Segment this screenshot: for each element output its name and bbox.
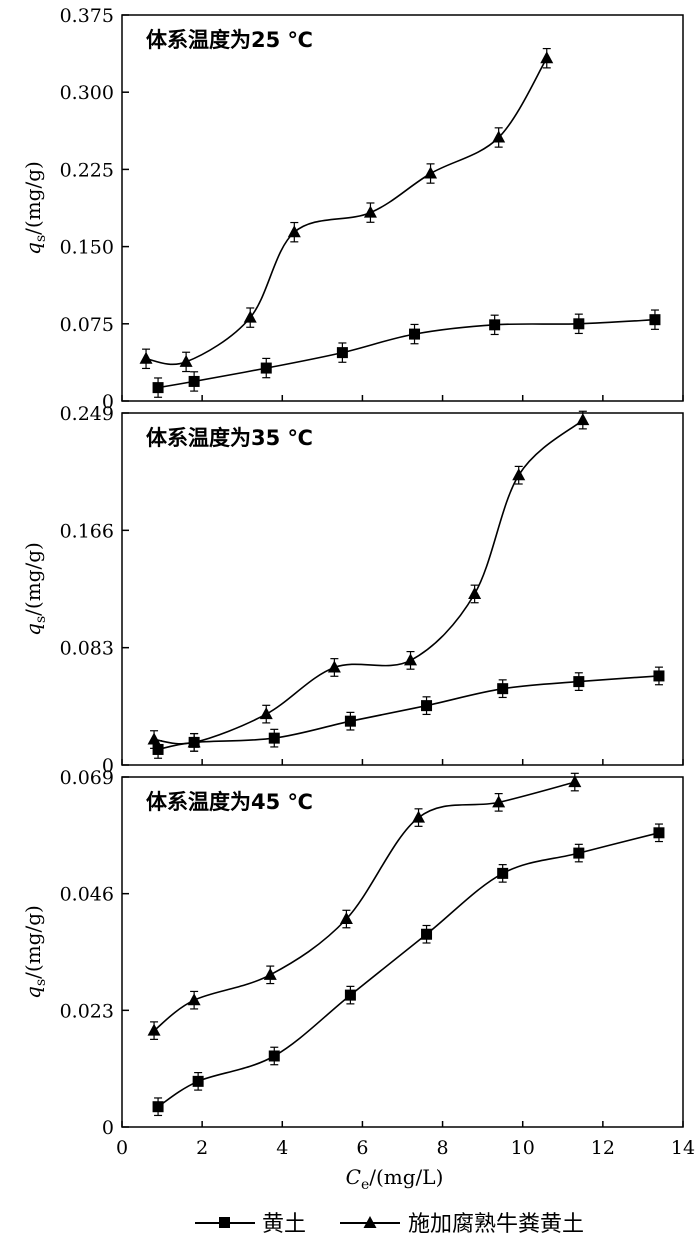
legend: 黄土 施加腐熟牛粪黄土 (195, 1212, 584, 1237)
data-point-triangle (327, 660, 341, 673)
y-tick-label: 0.249 (60, 403, 114, 425)
y-tick-label: 0.075 (60, 314, 114, 336)
data-point-triangle (179, 354, 193, 367)
panel-3: 0 0.023 0.046 0.069 0 2 4 6 8 10 12 14 体系温度为45 ℃ qs/(… (21, 767, 695, 1193)
data-point-triangle (424, 166, 438, 179)
x-tick-label: 14 (671, 1137, 695, 1159)
series-line-manure-loess (154, 419, 584, 745)
y-tick-label: 0 (102, 1117, 114, 1139)
data-point-triangle (287, 225, 301, 238)
data-point-square (497, 683, 509, 695)
data-point-triangle (468, 586, 482, 599)
data-point-square (260, 362, 272, 374)
panel-1: 0 0.075 0.150 0.225 0.300 0.375 体系温度为25 ℃ qs/(m… (21, 5, 684, 413)
data-point-square (152, 382, 164, 394)
series-line-loess (157, 675, 660, 751)
data-point-triangle (139, 351, 153, 364)
data-point-triangle (187, 735, 201, 748)
data-point-square (497, 867, 509, 879)
data-point-square (573, 676, 585, 688)
panel-title: 体系温度为45 ℃ (146, 790, 313, 814)
data-point-triangle (363, 205, 377, 218)
x-tick-label: 8 (437, 1137, 449, 1159)
data-point-triangle (512, 468, 526, 481)
data-point-square (336, 347, 348, 359)
data-point-square (421, 928, 433, 940)
data-point-triangle (568, 775, 582, 788)
data-point-triangle (187, 993, 201, 1006)
data-point-triangle (147, 1023, 161, 1036)
y-axis-label: qs/(mg/g) (21, 542, 49, 636)
y-tick-label: 0.166 (60, 520, 114, 542)
data-point-triangle (243, 310, 257, 323)
legend-label-manure-loess: 施加腐熟牛粪黄土 (408, 1212, 584, 1237)
legend-marker-loess (219, 1217, 230, 1228)
series-line-loess (157, 832, 660, 1108)
x-axis-label: Ce/(mg/L) (346, 1165, 444, 1193)
data-point-square (152, 1101, 164, 1113)
y-tick-label: 0.300 (60, 82, 114, 104)
y-axis-label: qs/(mg/g) (21, 161, 49, 255)
plot-frame (121, 14, 684, 402)
x-tick-label: 12 (591, 1137, 615, 1159)
x-tick-label: 4 (276, 1137, 288, 1159)
y-tick-label: 0 (102, 391, 114, 413)
panel-title: 体系温度为35 ℃ (146, 426, 313, 450)
data-point-triangle (412, 810, 426, 823)
data-point-square (152, 743, 164, 755)
data-point-square (573, 318, 585, 330)
data-point-square (268, 1050, 280, 1062)
x-tick-label: 6 (356, 1137, 368, 1159)
data-point-triangle (492, 130, 506, 143)
plot-frame (121, 412, 684, 766)
y-tick-label: 0.046 (60, 884, 114, 906)
data-point-square (409, 328, 421, 340)
panel-title: 体系温度为25 ℃ (146, 28, 313, 52)
y-tick-label: 0.225 (60, 159, 114, 181)
plot-frame (121, 776, 684, 1128)
data-point-square (421, 700, 433, 712)
data-point-square (489, 319, 501, 331)
legend-marker-manure-loess (363, 1216, 377, 1228)
data-point-triangle (492, 795, 506, 808)
panel-2: 0 0.083 0.166 0.249 体系温度为35 ℃ qs/(mg/g) (21, 403, 684, 777)
data-point-triangle (576, 413, 590, 426)
data-point-triangle (263, 967, 277, 980)
y-axis-label: qs/(mg/g) (21, 905, 49, 999)
data-point-square (653, 827, 665, 839)
y-tick-label: 0 (102, 755, 114, 777)
data-point-triangle (404, 653, 418, 666)
data-point-square (268, 732, 280, 744)
y-tick-label: 0.083 (60, 638, 114, 660)
data-point-triangle (147, 732, 161, 745)
data-point-square (649, 314, 661, 326)
y-tick-label: 0.150 (60, 237, 114, 259)
data-point-triangle (259, 707, 273, 720)
data-point-square (344, 715, 356, 727)
data-point-square (653, 670, 665, 682)
x-tick-label: 2 (196, 1137, 208, 1159)
data-point-triangle (339, 912, 353, 925)
legend-label-loess: 黄土 (262, 1212, 306, 1237)
x-tick-label: 10 (511, 1137, 535, 1159)
data-point-square (188, 375, 200, 387)
y-tick-label: 0.375 (60, 5, 114, 27)
data-point-square (344, 989, 356, 1001)
x-tick-label: 0 (116, 1137, 128, 1159)
series-line-loess (157, 318, 656, 389)
series-line-manure-loess (145, 57, 548, 366)
data-point-square (192, 1075, 204, 1087)
data-point-triangle (540, 51, 554, 64)
series-line-manure-loess (153, 781, 576, 1032)
y-tick-label: 0.023 (60, 1000, 114, 1022)
data-point-square (573, 847, 585, 859)
y-tick-label: 0.069 (60, 767, 114, 789)
